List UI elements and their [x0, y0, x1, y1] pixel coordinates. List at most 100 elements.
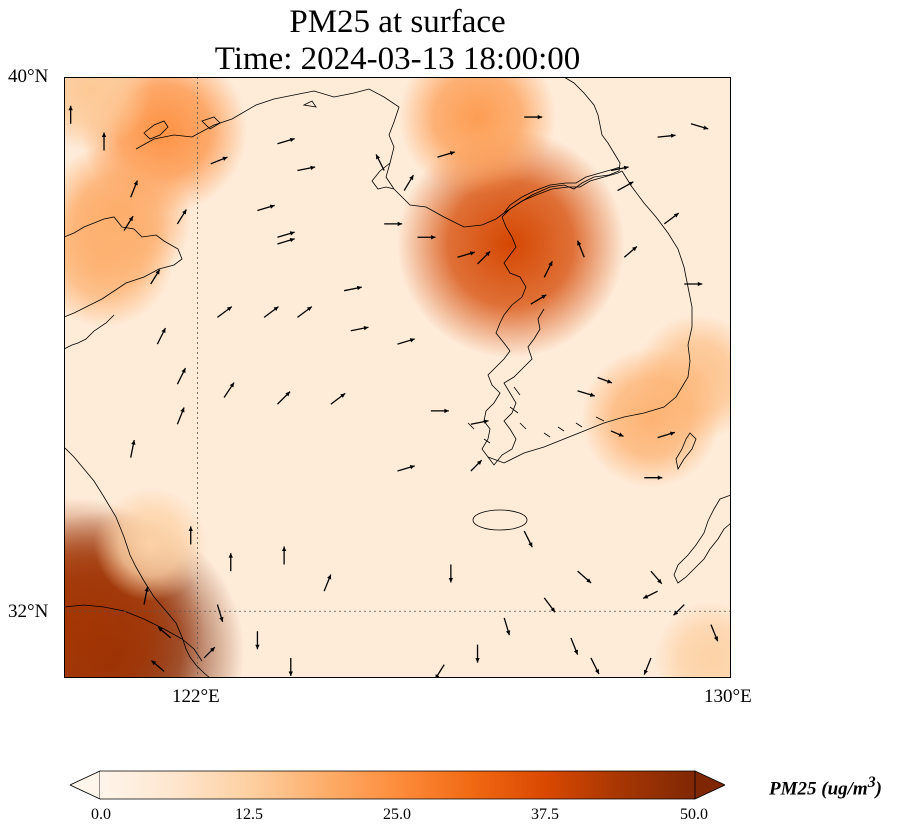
wind-arrow [223, 382, 235, 398]
wind-arrow [288, 657, 293, 676]
coastline-korea-south [487, 386, 683, 464]
wind-arrow [130, 439, 136, 458]
colorbar-label: PM25 (ug/m3) [769, 774, 882, 800]
wind-arrow [523, 530, 533, 548]
wind-arrow [350, 325, 369, 332]
colorbar-tick-1: 12.5 [235, 806, 263, 823]
coastline-kyushu [673, 494, 731, 584]
wind-arrow [644, 475, 663, 480]
pm25-hotspot [64, 187, 174, 327]
wind-arrow [437, 151, 455, 158]
wind-arrow [344, 285, 362, 292]
wind-arrow [470, 459, 483, 472]
coastline-dalian [371, 162, 395, 190]
wind-arrow [257, 204, 275, 212]
wind-arrow [597, 376, 613, 384]
lon-label-130e: 130°E [704, 686, 752, 707]
colorbar-min-extend [69, 770, 101, 800]
wind-arrow [375, 154, 385, 171]
lat-label-40n: 40°N [8, 66, 49, 87]
wind-arrow [330, 392, 346, 405]
wind-arrow [210, 156, 228, 165]
colorbar-gradient [100, 771, 695, 799]
wind-arrow [157, 626, 172, 639]
wind-vectors [68, 105, 719, 678]
wind-arrow [216, 604, 224, 622]
colorbar-tick-4: 50.0 [680, 806, 708, 823]
wind-arrow [610, 430, 624, 437]
colorbar-label-text: PM25 (ug/m [769, 778, 868, 800]
wind-arrow [417, 235, 436, 240]
wind-arrow [663, 212, 680, 225]
wind-arrow [475, 644, 480, 663]
wind-arrow [610, 165, 629, 172]
wind-arrow [530, 294, 547, 305]
coastline-korea-east [621, 170, 693, 388]
wind-arrow [277, 231, 295, 238]
colorbar-label-exponent: 3 [867, 774, 876, 791]
map-title: PM25 at surface [289, 4, 506, 40]
wind-arrow [430, 408, 449, 414]
wind-arrow [203, 646, 216, 659]
map-subtitle-time: Time: 2024-03-13 18:00:00 [214, 41, 581, 77]
wind-arrow [576, 240, 585, 258]
wind-arrow [657, 431, 676, 439]
wind-arrow [176, 407, 185, 425]
coastline-islands-west [467, 386, 605, 444]
wind-arrow [577, 390, 596, 397]
wind-arrow [623, 246, 638, 258]
wind-arrow [143, 586, 149, 605]
coastline-korea-border [503, 166, 621, 214]
wind-arrow [403, 174, 414, 191]
pm25-hotspot [399, 77, 556, 196]
wind-arrow [276, 391, 291, 405]
wind-arrow [673, 604, 685, 616]
colorbar-max-extend [694, 770, 726, 800]
coastline-shandong-north [64, 216, 183, 318]
wind-arrow [657, 133, 676, 138]
wind-arrow [470, 419, 489, 425]
wind-arrow [130, 180, 138, 198]
colorbar-tick-0: 0.0 [91, 806, 111, 823]
wind-arrow [577, 570, 592, 584]
wind-arrow [543, 260, 553, 278]
wind-arrow [684, 281, 703, 287]
colorbar-label-close: ) [875, 778, 882, 800]
wind-arrow [477, 250, 491, 265]
wind-arrow [650, 570, 663, 585]
wind-arrow [156, 327, 167, 345]
wind-arrow [617, 181, 634, 192]
coastline-shandong-south [64, 314, 115, 350]
map-frame [64, 77, 731, 678]
wind-arrow [690, 123, 709, 130]
coastlines [64, 77, 731, 678]
map-panel [64, 77, 731, 678]
colorbar-tick-3: 37.5 [531, 806, 559, 823]
wind-arrow [297, 306, 313, 318]
pm25-hotspot [654, 601, 731, 678]
wind-arrow [188, 526, 193, 545]
coastline-korea-north-east [563, 77, 621, 172]
wind-arrow [642, 590, 658, 599]
coastline-korea-west [481, 216, 545, 466]
wind-arrow [448, 564, 454, 583]
colorbar-tick-2: 25.0 [383, 806, 411, 823]
wind-arrow [281, 546, 287, 565]
colorbar-svg [69, 770, 726, 800]
wind-arrow [384, 221, 403, 227]
wind-arrow [590, 657, 600, 675]
wind-arrow [457, 251, 475, 258]
coastline-china-east [64, 446, 211, 678]
wind-arrow [151, 660, 165, 672]
wind-arrow [710, 624, 719, 642]
wind-arrow [503, 617, 511, 636]
lat-label-32n: 32°N [8, 601, 49, 622]
coastline-islands-liaodong [143, 100, 317, 140]
pm25-hotspot [94, 488, 208, 601]
wind-arrow [217, 306, 233, 318]
wind-arrow [277, 137, 295, 145]
wind-arrow [176, 209, 187, 225]
pm25-hotspot [581, 347, 721, 488]
wind-arrow [176, 367, 187, 385]
coastline-tsushima [675, 432, 697, 471]
